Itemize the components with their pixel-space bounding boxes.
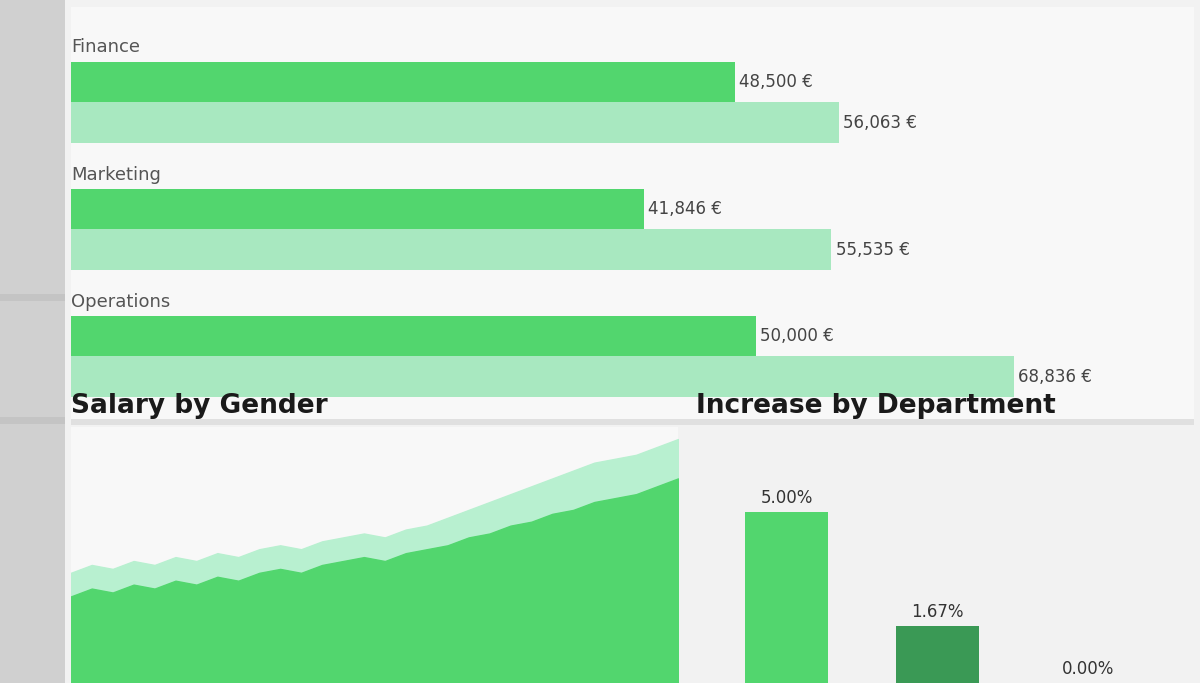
Text: 68,836 €: 68,836 € <box>1018 368 1092 386</box>
Text: 56,063 €: 56,063 € <box>842 113 917 132</box>
Text: 0.00%: 0.00% <box>1062 660 1115 678</box>
Text: Operations: Operations <box>71 293 170 311</box>
Bar <box>71 189 644 229</box>
Bar <box>71 61 736 102</box>
Text: 48,500 €: 48,500 € <box>739 73 812 91</box>
Text: 5.00%: 5.00% <box>761 489 812 507</box>
Text: Marketing: Marketing <box>71 165 161 184</box>
Bar <box>71 316 756 357</box>
Bar <box>71 102 839 143</box>
Text: 41,846 €: 41,846 € <box>648 200 722 218</box>
Bar <box>745 512 828 683</box>
Text: Salary by Gender: Salary by Gender <box>71 393 328 419</box>
Text: 1.67%: 1.67% <box>911 603 964 621</box>
Text: Finance: Finance <box>71 38 140 57</box>
Bar <box>71 357 1014 397</box>
Bar <box>71 229 832 270</box>
Bar <box>896 626 979 683</box>
Text: 55,535 €: 55,535 € <box>835 240 910 259</box>
Text: Increase by Department: Increase by Department <box>696 393 1056 419</box>
Text: 50,000 €: 50,000 € <box>760 327 834 345</box>
